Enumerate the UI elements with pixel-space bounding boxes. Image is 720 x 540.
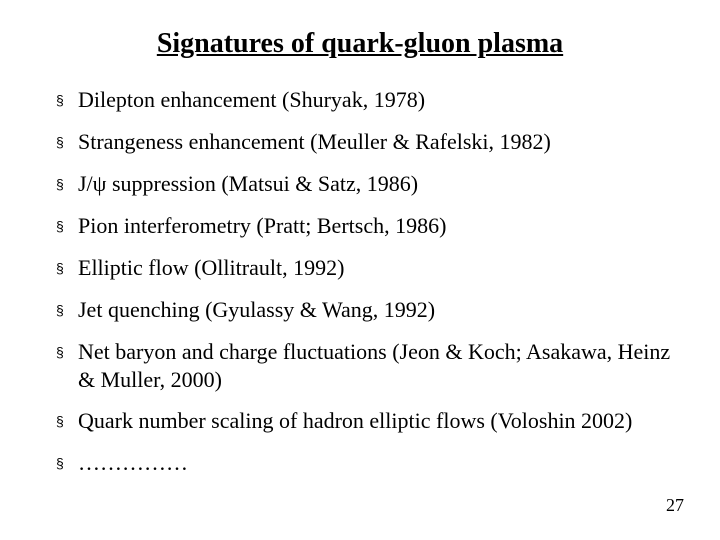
- slide-title: Signatures of quark-gluon plasma: [48, 28, 672, 60]
- list-item: § Elliptic flow (Ollitrault, 1992): [56, 254, 672, 282]
- bullet-icon: §: [56, 296, 78, 324]
- list-item: § Jet quenching (Gyulassy & Wang, 1992): [56, 296, 672, 324]
- list-item: § Dilepton enhancement (Shuryak, 1978): [56, 86, 672, 114]
- bullet-icon: §: [56, 407, 78, 435]
- bullet-icon: §: [56, 170, 78, 198]
- bullet-text: Strangeness enhancement (Meuller & Rafel…: [78, 128, 672, 156]
- bullet-text: Pion interferometry (Pratt; Bertsch, 198…: [78, 212, 672, 240]
- bullet-icon: §: [56, 338, 78, 366]
- list-item: § Net baryon and charge fluctuations (Je…: [56, 338, 672, 393]
- bullet-text: Elliptic flow (Ollitrault, 1992): [78, 254, 672, 282]
- bullet-text: Quark number scaling of hadron elliptic …: [78, 407, 672, 435]
- bullet-list: § Dilepton enhancement (Shuryak, 1978) §…: [56, 86, 672, 477]
- list-item: § J/ψ suppression (Matsui & Satz, 1986): [56, 170, 672, 198]
- page-number: 27: [666, 495, 684, 516]
- bullet-text: Jet quenching (Gyulassy & Wang, 1992): [78, 296, 672, 324]
- bullet-text: Net baryon and charge fluctuations (Jeon…: [78, 338, 672, 393]
- bullet-icon: §: [56, 212, 78, 240]
- bullet-text: Dilepton enhancement (Shuryak, 1978): [78, 86, 672, 114]
- list-item: § Quark number scaling of hadron ellipti…: [56, 407, 672, 435]
- bullet-icon: §: [56, 449, 78, 477]
- bullet-text: ……………: [78, 449, 672, 477]
- bullet-text: J/ψ suppression (Matsui & Satz, 1986): [78, 170, 672, 198]
- bullet-icon: §: [56, 128, 78, 156]
- slide: Signatures of quark-gluon plasma § Dilep…: [0, 0, 720, 540]
- bullet-icon: §: [56, 86, 78, 114]
- list-item: § ……………: [56, 449, 672, 477]
- list-item: § Strangeness enhancement (Meuller & Raf…: [56, 128, 672, 156]
- list-item: § Pion interferometry (Pratt; Bertsch, 1…: [56, 212, 672, 240]
- bullet-icon: §: [56, 254, 78, 282]
